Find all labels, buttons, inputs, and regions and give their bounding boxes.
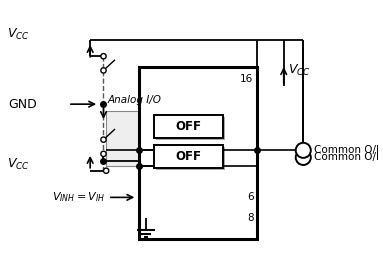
Text: $V_{INH} = V_{IH}$: $V_{INH} = V_{IH}$ [52, 190, 105, 204]
Text: $V_{CC}$: $V_{CC}$ [7, 157, 29, 172]
Text: 6: 6 [247, 192, 254, 202]
Text: $V_{CC}$: $V_{CC}$ [288, 63, 311, 78]
Bar [139, 67, 257, 239]
Bar [156, 116, 225, 140]
Text: OFF: OFF [176, 120, 202, 133]
Bar [106, 111, 139, 166]
Text: 8: 8 [247, 213, 254, 223]
Text: Common O/I: Common O/I [314, 152, 379, 162]
Circle shape [101, 151, 106, 156]
Text: 16: 16 [240, 74, 254, 84]
Text: $V_{CC}$: $V_{CC}$ [7, 27, 29, 42]
Circle shape [103, 168, 109, 173]
Text: OFF: OFF [176, 150, 202, 163]
Circle shape [296, 150, 311, 165]
Text: Common O/I: Common O/I [314, 145, 379, 155]
Text: GND: GND [8, 98, 37, 111]
Text: Analog I/O: Analog I/O [108, 95, 162, 105]
Bar [154, 115, 223, 138]
Circle shape [101, 53, 106, 59]
Circle shape [296, 143, 311, 158]
Circle shape [101, 68, 106, 73]
Bar [154, 145, 223, 168]
Bar [156, 147, 225, 170]
Circle shape [101, 137, 106, 142]
